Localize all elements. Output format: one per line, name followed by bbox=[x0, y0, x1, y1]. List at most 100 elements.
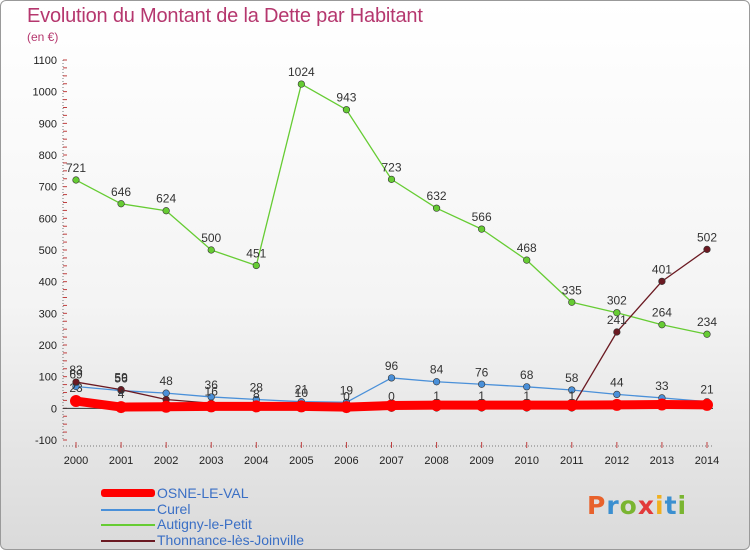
data-point bbox=[658, 321, 666, 329]
legend-swatch bbox=[101, 509, 155, 511]
y-tick-label: 1100 bbox=[33, 55, 57, 67]
data-point bbox=[387, 175, 396, 183]
x-tick-label: 2010 bbox=[514, 455, 538, 467]
data-point bbox=[297, 80, 305, 88]
data-label: 624 bbox=[156, 192, 176, 206]
data-label: 48 bbox=[159, 374, 173, 388]
data-point bbox=[162, 207, 170, 215]
data-label: 1 bbox=[568, 389, 575, 403]
data-label: 0 bbox=[343, 389, 350, 403]
data-point bbox=[613, 328, 621, 336]
data-point bbox=[568, 298, 576, 306]
data-point bbox=[613, 390, 621, 399]
legend-label: Curel bbox=[157, 501, 191, 517]
data-label: 1 bbox=[523, 389, 530, 403]
data-label: 502 bbox=[697, 230, 717, 244]
y-tick-label: 600 bbox=[39, 213, 57, 225]
data-point bbox=[432, 204, 441, 212]
proxiti-logo: Proxiti bbox=[587, 491, 688, 520]
data-point bbox=[475, 399, 488, 412]
data-point bbox=[432, 378, 441, 386]
data-label: 0 bbox=[388, 389, 395, 403]
data-label: 69 bbox=[69, 367, 83, 381]
data-label: 16 bbox=[205, 384, 219, 398]
data-label: 59 bbox=[114, 371, 128, 385]
data-point bbox=[520, 399, 533, 412]
data-point bbox=[703, 245, 711, 253]
data-label: 84 bbox=[430, 363, 444, 377]
data-point bbox=[295, 400, 308, 413]
axes: -100010020030040050060070080090010001100… bbox=[33, 55, 720, 467]
y-tick-label: 100 bbox=[39, 372, 57, 384]
data-label: 721 bbox=[66, 161, 86, 175]
data-label: 21 bbox=[700, 383, 714, 397]
data-point bbox=[565, 399, 578, 412]
x-tick-label: 2008 bbox=[424, 455, 448, 467]
data-label: 96 bbox=[385, 359, 399, 373]
x-tick-label: 2013 bbox=[650, 455, 674, 467]
data-point bbox=[478, 225, 486, 233]
data-point bbox=[387, 374, 396, 382]
y-tick-label: 500 bbox=[39, 245, 57, 257]
data-label: 10 bbox=[295, 386, 309, 400]
data-label: 83 bbox=[69, 363, 83, 377]
data-point bbox=[70, 395, 82, 408]
data-point bbox=[523, 256, 531, 264]
data-point bbox=[205, 400, 218, 413]
data-point bbox=[115, 401, 128, 414]
x-tick-label: 2004 bbox=[244, 455, 268, 467]
data-label: 335 bbox=[562, 283, 582, 297]
y-tick-label: -100 bbox=[35, 435, 57, 447]
y-tick-label: 700 bbox=[39, 182, 57, 194]
data-label: 646 bbox=[111, 185, 131, 199]
data-label: 468 bbox=[517, 241, 537, 255]
x-tick-label: 2012 bbox=[605, 455, 629, 467]
data-label: 566 bbox=[472, 210, 492, 224]
data-label: 44 bbox=[610, 375, 624, 389]
data-label: 1 bbox=[478, 389, 485, 403]
data-label: 58 bbox=[565, 371, 579, 385]
legend-swatch bbox=[101, 540, 155, 542]
x-tick-label: 2000 bbox=[64, 455, 88, 467]
data-point bbox=[340, 401, 353, 414]
data-point bbox=[250, 400, 263, 413]
data-label: 1 bbox=[433, 389, 440, 403]
data-point bbox=[252, 261, 260, 270]
data-label: 451 bbox=[246, 247, 266, 261]
y-tick-label: 900 bbox=[39, 118, 57, 130]
data-label: 943 bbox=[336, 91, 356, 105]
y-tick-label: 200 bbox=[39, 340, 57, 352]
legend-swatch bbox=[101, 524, 155, 526]
x-tick-label: 2002 bbox=[154, 455, 178, 467]
data-label: 76 bbox=[475, 365, 489, 379]
y-tick-label: 300 bbox=[39, 308, 57, 320]
legend-swatch bbox=[101, 489, 155, 497]
data-point bbox=[162, 389, 170, 397]
x-tick-label: 2009 bbox=[469, 455, 493, 467]
data-point bbox=[523, 383, 531, 391]
series-points bbox=[70, 80, 713, 414]
data-label: 1024 bbox=[288, 65, 315, 79]
y-tick-label: 1000 bbox=[33, 87, 57, 99]
data-label: 56 bbox=[114, 372, 128, 386]
data-label: 234 bbox=[697, 315, 717, 329]
data-label: 401 bbox=[652, 262, 672, 276]
data-point bbox=[117, 386, 125, 394]
data-label: 68 bbox=[520, 368, 534, 382]
data-point bbox=[207, 246, 215, 254]
data-point bbox=[478, 380, 486, 388]
data-label: 36 bbox=[205, 378, 219, 392]
x-tick-label: 2003 bbox=[199, 455, 223, 467]
data-point bbox=[385, 399, 398, 412]
data-point bbox=[72, 378, 80, 386]
data-label: 632 bbox=[427, 189, 447, 203]
data-point bbox=[160, 400, 173, 413]
data-point bbox=[658, 277, 666, 285]
data-point bbox=[117, 200, 125, 208]
legend-label: OSNE-LE-VAL bbox=[157, 485, 249, 501]
data-label: 28 bbox=[250, 380, 264, 394]
chart-title: Evolution du Montant de la Dette par Hab… bbox=[27, 5, 423, 27]
x-tick-label: 2011 bbox=[560, 455, 584, 467]
